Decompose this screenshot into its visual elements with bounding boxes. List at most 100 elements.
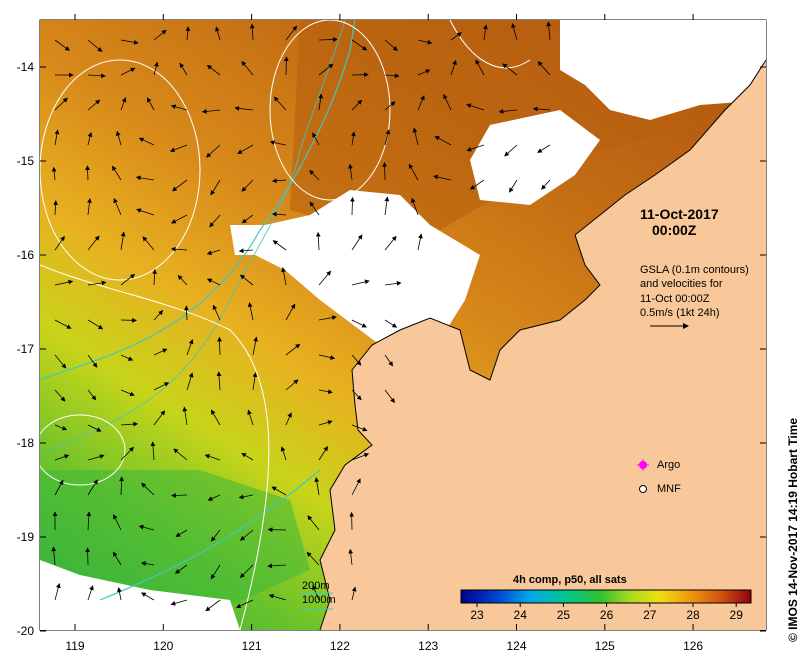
velocity-arrow	[348, 548, 354, 566]
velocity-arrow	[87, 131, 93, 146]
velocity-arrow	[318, 354, 336, 360]
colorbar-tick-label: 28	[686, 608, 700, 622]
velocity-arrow	[241, 214, 254, 224]
velocity-arrow	[504, 144, 518, 157]
velocity-arrow	[417, 39, 433, 45]
y-axis: -14 -15 -16 -17 -18 -19 -20	[17, 60, 766, 638]
contour-legend-200m: 200m	[302, 580, 330, 592]
velocity-arrow	[152, 268, 157, 286]
velocity-arrow	[120, 231, 126, 251]
velocity-arrow	[120, 67, 136, 76]
velocity-arrow	[120, 389, 135, 397]
velocity-arrow	[271, 211, 287, 217]
velocity-arrow	[271, 486, 287, 496]
velocity-arrow	[138, 137, 155, 146]
y-tick-label: -15	[17, 154, 35, 168]
velocity-arrow	[174, 564, 188, 574]
x-tick-label: 120	[153, 639, 173, 653]
velocity-arrow	[351, 424, 368, 432]
velocity-arrow	[350, 131, 356, 146]
velocity-arrow	[115, 130, 122, 146]
velocity-arrow	[351, 478, 361, 496]
velocity-arrow	[185, 26, 191, 41]
velocity-arrow	[87, 319, 104, 330]
velocity-arrow	[171, 179, 188, 192]
velocity-arrow	[153, 382, 170, 391]
velocity-arrow	[318, 63, 334, 76]
velocity-arrow	[170, 246, 188, 252]
velocity-arrow	[285, 379, 299, 391]
velocity-arrow	[318, 389, 333, 394]
velocity-arrow	[537, 144, 551, 153]
land	[320, 20, 766, 630]
velocity-arrow	[384, 196, 390, 216]
velocity-arrow	[120, 354, 134, 361]
velocity-arrow	[186, 372, 194, 391]
contour-1000m	[99, 469, 321, 601]
velocity-arrow	[315, 231, 321, 251]
velocity-arrow	[280, 446, 287, 461]
y-tick-label: -17	[17, 342, 35, 356]
velocity-arrow	[351, 389, 362, 401]
velocity-arrow	[247, 409, 254, 426]
velocity-arrow	[509, 179, 518, 193]
velocity-arrow	[140, 561, 155, 566]
y-tick-label: -18	[17, 436, 35, 450]
velocity-arrow	[87, 39, 103, 52]
velocity-arrow	[511, 22, 518, 41]
velocity-arrow	[212, 304, 221, 321]
velocity-arrow	[285, 412, 292, 426]
velocity-arrow	[54, 354, 67, 369]
velocity-arrow	[205, 599, 221, 612]
velocity-arrow	[54, 479, 64, 496]
velocity-arrow	[318, 270, 332, 286]
velocity-arrow	[175, 529, 188, 537]
velocity-arrow	[268, 593, 287, 601]
velocity-arrow	[142, 236, 155, 251]
colorbar	[460, 589, 752, 604]
velocity-arrow	[86, 511, 92, 531]
velocity-arrow	[235, 599, 254, 609]
velocity-arrow	[412, 127, 419, 146]
gsla-label-line-4: 0.5m/s (1kt 24h)	[640, 307, 720, 319]
velocity-arrow	[140, 592, 155, 601]
velocity-arrow	[351, 39, 368, 51]
x-tick-label: 126	[683, 639, 703, 653]
velocity-arrow	[120, 446, 135, 461]
velocity-arrow	[54, 129, 60, 146]
velocity-arrow	[273, 96, 287, 111]
velocity-arrow	[483, 24, 488, 41]
velocity-arrow	[466, 144, 485, 152]
colorbar-tick-label: 26	[600, 608, 614, 622]
velocity-arrow	[120, 421, 139, 427]
velocity-arrow	[171, 493, 188, 498]
velocity-arrow	[153, 29, 167, 41]
velocity-arrow	[201, 109, 221, 114]
velocity-arrow	[384, 73, 400, 79]
contour-200m	[40, 20, 356, 381]
velocity-arrows	[51, 21, 552, 612]
velocity-arrow	[177, 274, 188, 286]
velocity-arrow	[432, 174, 452, 181]
velocity-arrow	[186, 339, 194, 356]
velocity-arrow	[532, 106, 551, 112]
velocity-arrow	[285, 25, 298, 41]
velocity-arrow	[51, 166, 57, 181]
date-label: 11-Oct-2017	[640, 206, 719, 222]
time-label: 00:00Z	[652, 222, 697, 238]
velocity-arrow	[498, 108, 518, 114]
velocity-arrow	[117, 587, 122, 601]
velocity-arrow	[111, 165, 122, 181]
velocity-arrow	[87, 99, 101, 111]
velocity-arrow	[285, 343, 301, 356]
velocity-arrow	[173, 448, 188, 461]
velocity-arrow	[348, 163, 353, 181]
colorbar-tick-label: 23	[470, 608, 484, 622]
velocity-arrow	[318, 315, 337, 321]
velocity-arrow	[136, 208, 155, 216]
velocity-arrow	[209, 214, 221, 228]
velocity-arrow	[87, 454, 105, 461]
velocity-arrow	[179, 62, 188, 76]
velocity-arrow	[120, 273, 136, 286]
